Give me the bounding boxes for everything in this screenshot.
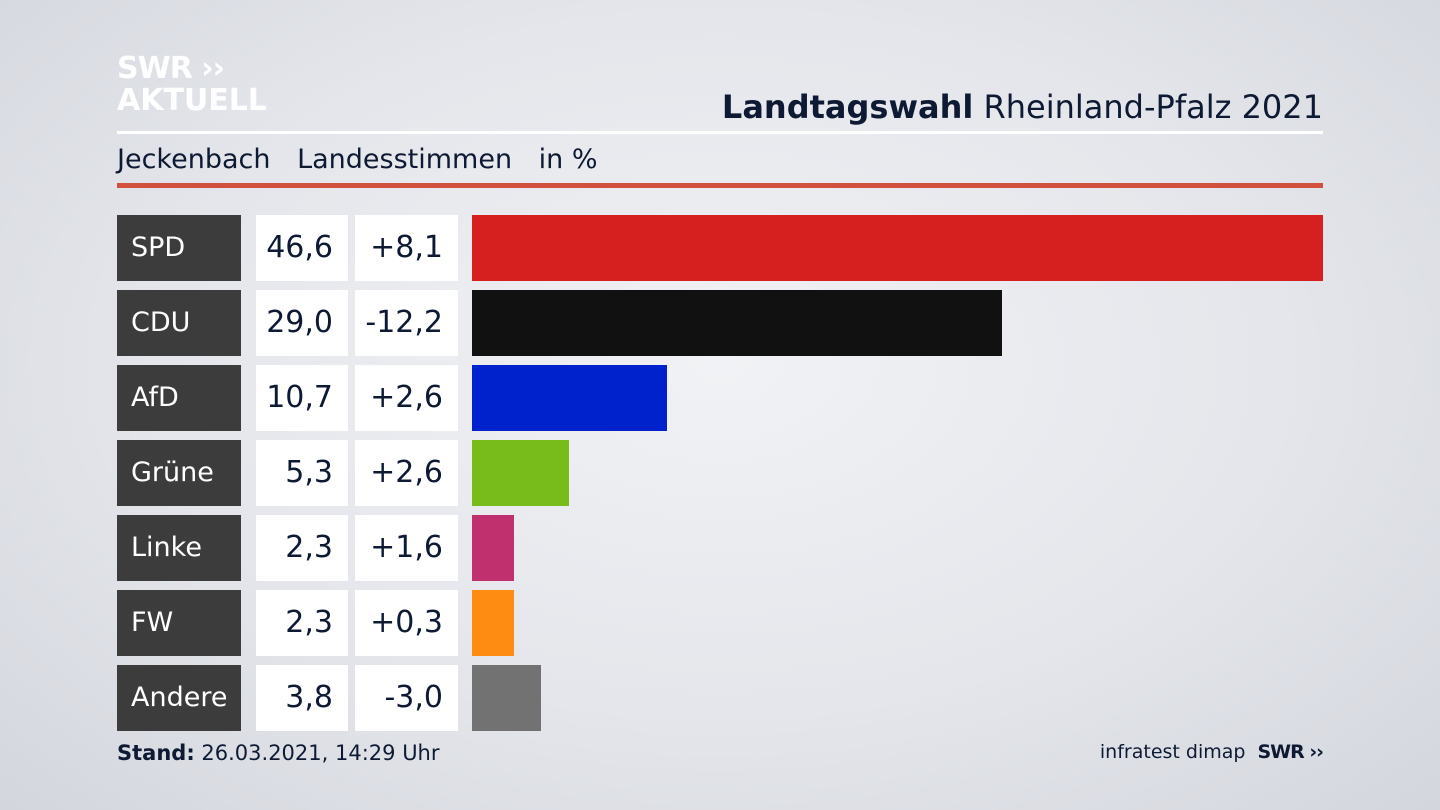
result-bar xyxy=(472,515,514,581)
vote-share: 2,3 xyxy=(256,590,348,656)
vote-share: 29,0 xyxy=(256,290,348,356)
result-row: Grüne 5,3 +2,6 xyxy=(117,440,1323,506)
vote-share: 3,8 xyxy=(256,665,348,731)
result-row: Andere 3,8 -3,0 xyxy=(117,665,1323,731)
result-row: FW 2,3 +0,3 xyxy=(117,590,1323,656)
result-bar xyxy=(472,215,1323,281)
timestamp: Stand: 26.03.2021, 14:29 Uhr xyxy=(117,741,440,765)
header-divider xyxy=(117,131,1323,134)
vote-change: -12,2 xyxy=(355,290,458,356)
party-label: SPD xyxy=(117,215,241,281)
vote-change: +1,6 xyxy=(355,515,458,581)
result-bar xyxy=(472,290,1002,356)
vote-change: -3,0 xyxy=(355,665,458,731)
title-rest: Rheinland-Pfalz 2021 xyxy=(983,88,1323,126)
vote-change: +2,6 xyxy=(355,365,458,431)
stand-label: Stand: xyxy=(117,741,195,765)
chart-title: Landtagswahl Rheinland-Pfalz 2021 xyxy=(722,88,1323,126)
chart-subtitle: Jeckenbach Landesstimmen in % xyxy=(117,144,616,175)
subtitle-type: Landesstimmen xyxy=(297,144,513,175)
vote-change: +2,6 xyxy=(355,440,458,506)
vote-change: +8,1 xyxy=(355,215,458,281)
logo-line-2: AKTUELL xyxy=(117,83,268,118)
result-row: SPD 46,6 +8,1 xyxy=(117,215,1323,281)
swr-brand: SWR ›› xyxy=(1257,741,1324,763)
result-bar xyxy=(472,665,541,731)
swr-aktuell-logo: SWR ›› AKTUELL xyxy=(117,54,267,116)
vote-share: 2,3 xyxy=(256,515,348,581)
title-bold: Landtagswahl xyxy=(721,88,974,126)
source-name: infratest dimap xyxy=(1099,741,1246,763)
party-label: Grüne xyxy=(117,440,241,506)
source-credit: infratest dimap SWR ›› xyxy=(1099,741,1324,763)
party-label: FW xyxy=(117,590,241,656)
party-label: AfD xyxy=(117,365,241,431)
party-label: Andere xyxy=(117,665,241,731)
vote-change: +0,3 xyxy=(355,590,458,656)
result-bar xyxy=(472,440,569,506)
party-label: Linke xyxy=(117,515,241,581)
party-label: CDU xyxy=(117,290,241,356)
stand-value: 26.03.2021, 14:29 Uhr xyxy=(201,741,440,765)
result-row: CDU 29,0 -12,2 xyxy=(117,290,1323,356)
vote-share: 46,6 xyxy=(256,215,348,281)
result-row: Linke 2,3 +1,6 xyxy=(117,515,1323,581)
logo-line-1: SWR ›› xyxy=(117,51,225,86)
vote-share: 10,7 xyxy=(256,365,348,431)
subtitle-divider xyxy=(117,183,1323,188)
result-row: AfD 10,7 +2,6 xyxy=(117,365,1323,431)
subtitle-unit: in % xyxy=(538,144,598,175)
result-bar xyxy=(472,590,514,656)
vote-share: 5,3 xyxy=(256,440,348,506)
subtitle-place: Jeckenbach xyxy=(117,144,271,175)
result-bar xyxy=(472,365,667,431)
